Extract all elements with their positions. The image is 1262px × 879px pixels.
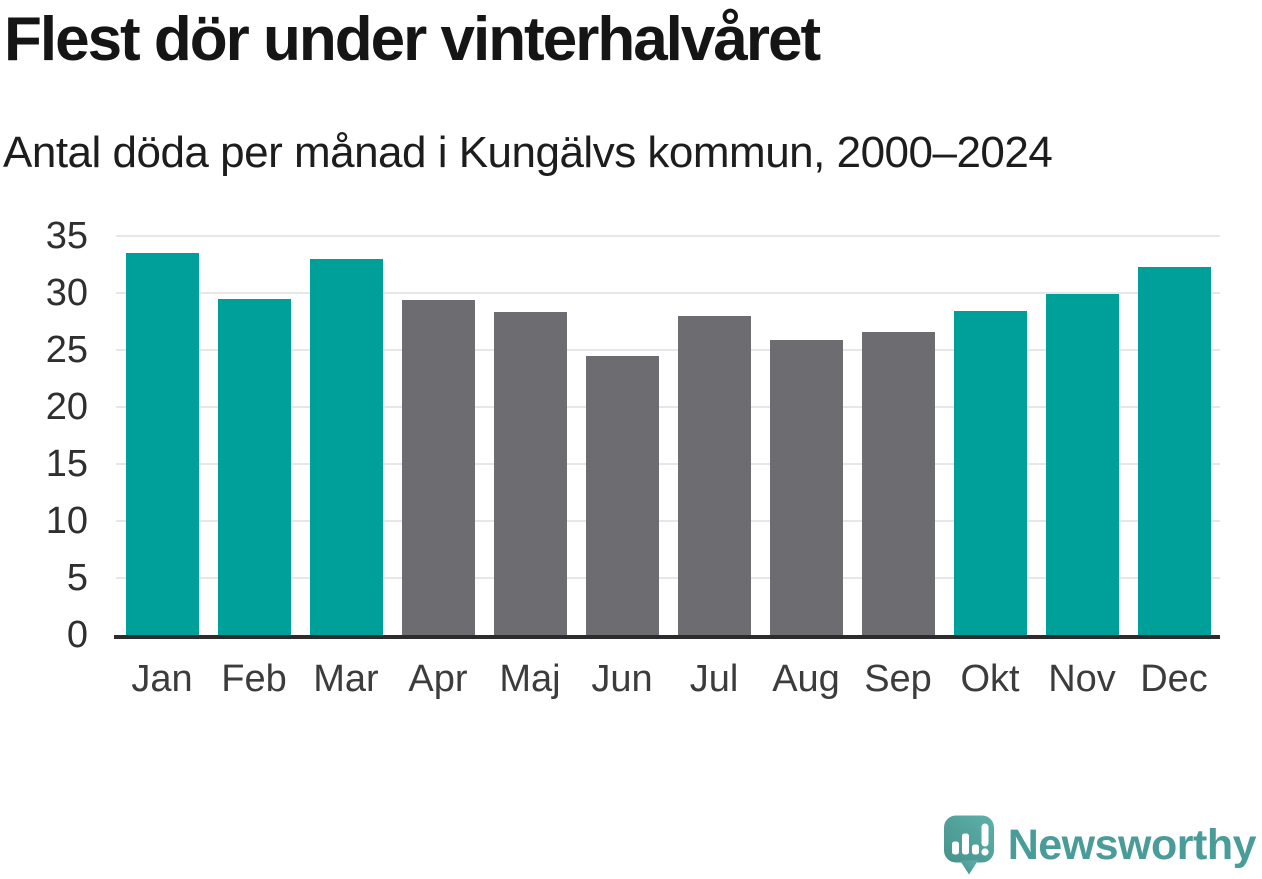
bar-sep <box>861 331 935 635</box>
newsworthy-logo-link[interactable]: Newsworthy <box>943 814 1257 876</box>
y-tick-0: 0 <box>66 614 88 656</box>
y-tick-20: 20 <box>45 386 88 428</box>
x-tick-dec: Dec <box>1140 658 1208 700</box>
x-tick-apr: Apr <box>408 658 468 700</box>
chart-title: Flest dör under vinterhalvåret <box>4 5 821 74</box>
bar-apr <box>401 299 475 635</box>
gridline-5 <box>116 577 1220 579</box>
gridline-20 <box>116 406 1220 408</box>
x-tick-mar: Mar <box>313 658 379 700</box>
gridline-15 <box>116 463 1220 465</box>
x-tick-sep: Sep <box>864 658 932 700</box>
y-tick-10: 10 <box>45 500 88 542</box>
bar-slot-jan <box>116 236 208 635</box>
x-axis-line <box>114 635 1220 639</box>
bar-slot-sep <box>852 236 944 635</box>
bar-slot-dec <box>1128 236 1220 635</box>
x-axis-labels: Jan Feb Mar Apr Maj Jun Jul Aug Sep Okt Nov Dec <box>116 654 1220 704</box>
plot-area <box>116 235 1220 635</box>
bar-dec <box>1137 266 1211 635</box>
y-tick-15: 15 <box>45 443 88 485</box>
newsworthy-wordmark: Newsworthy <box>1007 821 1257 869</box>
bar-maj <box>493 312 567 635</box>
bars <box>116 236 1220 635</box>
bar-slot-maj <box>484 236 576 635</box>
x-tick-jul: Jul <box>689 658 739 700</box>
x-tick-okt: Okt <box>960 658 1020 700</box>
x-tick-maj: Maj <box>499 658 561 700</box>
bar-slot-okt <box>944 236 1036 635</box>
bar-slot-nov <box>1036 236 1128 635</box>
y-axis-labels: 0 5 10 15 20 25 30 35 <box>0 217 88 654</box>
bar-okt <box>953 311 1027 635</box>
x-tick-jan: Jan <box>131 658 193 700</box>
x-tick-jun: Jun <box>591 658 653 700</box>
bar-mar <box>309 258 383 635</box>
bar-slot-aug <box>760 236 852 635</box>
newsworthy-icon <box>943 815 994 874</box>
bar-nov <box>1045 294 1119 635</box>
y-tick-30: 30 <box>45 272 88 314</box>
bar-aug <box>769 339 843 635</box>
gridline-25 <box>116 349 1220 351</box>
y-tick-25: 25 <box>45 329 88 371</box>
bar-slot-jul <box>668 236 760 635</box>
bar-slot-feb <box>208 236 300 635</box>
x-tick-nov: Nov <box>1048 658 1116 700</box>
y-tick-35: 35 <box>45 215 88 257</box>
bar-slot-jun <box>576 236 668 635</box>
bar-jan <box>125 253 199 635</box>
bar-slot-apr <box>392 236 484 635</box>
bar-slot-mar <box>300 236 392 635</box>
x-tick-feb: Feb <box>221 658 287 700</box>
y-tick-5: 5 <box>66 557 88 599</box>
bar-jun <box>585 355 659 635</box>
bar-feb <box>217 298 291 635</box>
x-tick-aug: Aug <box>772 658 840 700</box>
bar-jul <box>677 315 751 635</box>
gridline-10 <box>116 520 1220 522</box>
chart-subtitle: Antal döda per månad i Kungälvs kommun, … <box>3 128 1053 177</box>
gridline-30 <box>116 292 1220 294</box>
gridline-35 <box>116 235 1220 237</box>
